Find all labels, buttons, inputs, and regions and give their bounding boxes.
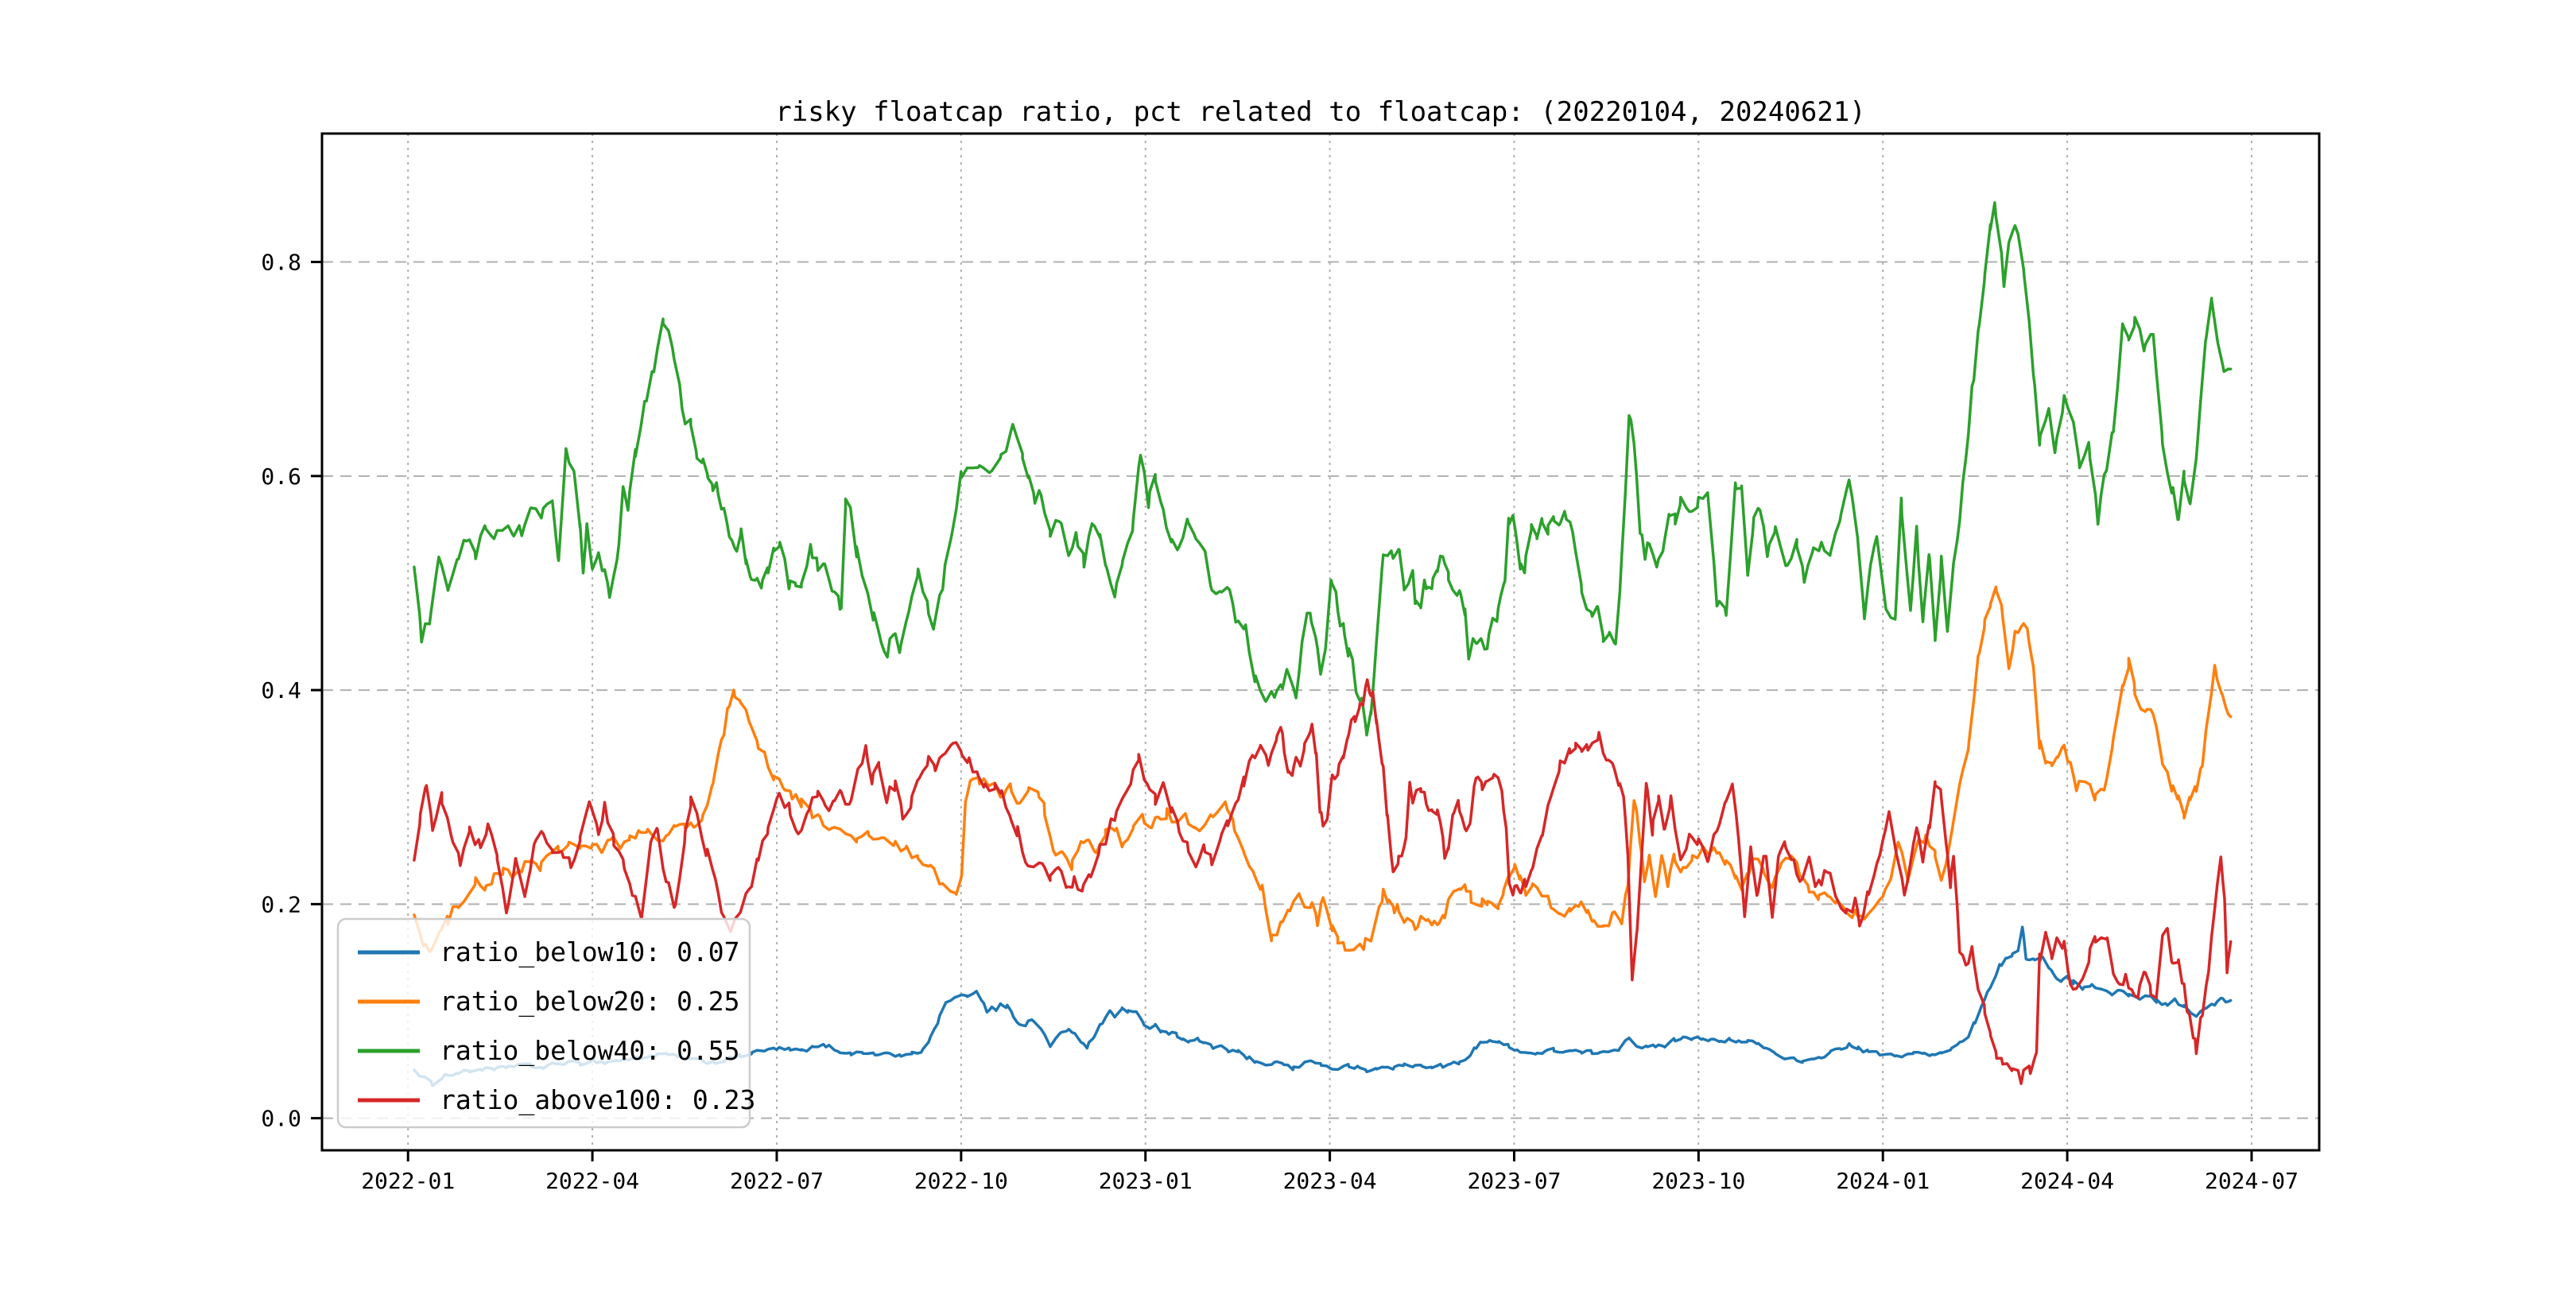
x-tick-label: 2022-10 <box>914 1168 1008 1194</box>
x-tick-label: 2022-04 <box>545 1168 639 1194</box>
x-tick-label: 2024-07 <box>2205 1168 2299 1194</box>
y-tick-label: 0.6 <box>261 463 301 490</box>
plot-border <box>320 132 2321 1152</box>
x-tick-label: 2022-07 <box>730 1168 824 1194</box>
series-line-ratio_below10 <box>413 925 2233 1087</box>
legend-entry-ratio_below20: ratio_below20: 0.25 <box>358 986 740 1018</box>
y-tick-label: 0.4 <box>261 677 301 704</box>
x-tick-label: 2022-01 <box>361 1168 455 1194</box>
x-tick-label: 2023-07 <box>1467 1168 1561 1194</box>
series-line-ratio_below20 <box>413 585 2233 953</box>
legend-entry-ratio_below40: ratio_below40: 0.55 <box>358 1035 740 1067</box>
y-tick-label: 0.0 <box>261 1106 301 1132</box>
x-tick-label: 2024-01 <box>1836 1168 1930 1194</box>
legend-label-ratio_below10: ratio_below10: 0.07 <box>440 936 740 968</box>
legend-entry-ratio_below10: ratio_below10: 0.07 <box>358 936 740 968</box>
x-tick-label: 2023-04 <box>1283 1168 1377 1194</box>
data-series <box>413 201 2233 1087</box>
legend-label-ratio_above100: ratio_above100: 0.23 <box>440 1084 755 1116</box>
legend-label-ratio_below40: ratio_below40: 0.55 <box>440 1035 740 1067</box>
y-tick-label: 0.8 <box>261 250 301 276</box>
chart-title: risky floatcap ratio, pct related to flo… <box>775 96 1865 128</box>
series-line-ratio_above100 <box>413 678 2233 1085</box>
x-tick-label: 2023-10 <box>1651 1168 1745 1194</box>
y-tick-label: 0.2 <box>261 891 301 917</box>
x-tick-label: 2024-04 <box>2020 1168 2114 1194</box>
legend-label-ratio_below20: ratio_below20: 0.25 <box>440 986 740 1018</box>
legend-entry-ratio_above100: ratio_above100: 0.23 <box>358 1084 755 1116</box>
series-line-ratio_below40 <box>413 201 2233 737</box>
axes <box>311 132 2321 1161</box>
x-tick-label: 2023-01 <box>1099 1168 1193 1194</box>
legend: ratio_below10: 0.07 ratio_below20: 0.25 ra… <box>336 917 755 1129</box>
legend-box <box>336 917 751 1129</box>
tick-labels: 2022-01 2022-04 2022-07 2022-10 2023-01 2023-… <box>261 250 2299 1194</box>
